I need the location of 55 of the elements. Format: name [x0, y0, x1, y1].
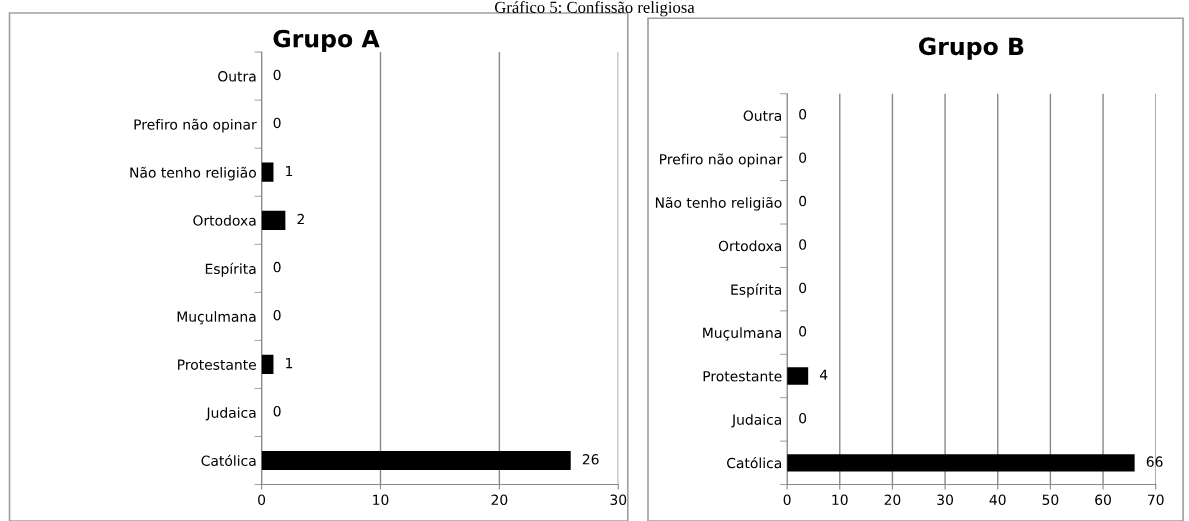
data-label: 0 [799, 412, 807, 424]
data-label: 0 [799, 109, 807, 120]
x-tick-label: 20 [491, 494, 508, 505]
data-label: 0 [273, 309, 281, 321]
bar [261, 450, 571, 471]
data-label: 0 [799, 326, 807, 337]
x-tick-label: 10 [832, 494, 848, 505]
y-tick-label: Judaica [731, 414, 781, 428]
y-tick-label: Espírita [205, 262, 256, 277]
data-label: 4 [819, 369, 828, 380]
y-tick-label: Ortodoxa [718, 240, 781, 252]
bar [261, 210, 286, 230]
data-label: 2 [297, 213, 304, 225]
x-tick-label: 10 [373, 494, 389, 505]
y-tick-label: Ortodoxa [193, 214, 256, 226]
bar [261, 354, 274, 375]
data-label: 0 [799, 152, 807, 163]
data-label: 0 [273, 261, 281, 273]
data-label: 26 [582, 454, 599, 465]
x-tick-label: 20 [884, 494, 901, 505]
data-label: 0 [799, 239, 807, 250]
data-label: 0 [273, 405, 281, 417]
data-label: 0 [273, 69, 281, 81]
y-tick-label: Prefiro não opinar [134, 118, 257, 133]
data-label: 1 [286, 165, 293, 177]
bar [261, 162, 274, 182]
data-label: 66 [1146, 456, 1163, 467]
y-tick-label: Protestante [703, 371, 782, 382]
chart-title: Grupo A [273, 29, 380, 53]
y-tick-label: Muçulmana [177, 311, 256, 325]
x-tick-label: 30 [610, 494, 627, 505]
x-tick-label: 30 [937, 494, 953, 505]
y-tick-label: Católica [201, 454, 256, 466]
chart-title: Grupo B [919, 37, 1024, 60]
y-tick-label: Não tenho religião [130, 166, 256, 181]
x-tick-label: 0 [258, 494, 266, 505]
x-tick-label: 60 [1095, 494, 1111, 505]
x-tick-label: 0 [783, 494, 791, 505]
y-tick-label: Não tenho religião [655, 196, 782, 211]
data-label: 0 [799, 195, 807, 207]
x-tick-label: 70 [1148, 494, 1164, 505]
data-label: 0 [799, 282, 807, 294]
text: Gráfico 5: Confissão religiosa [494, 1, 695, 17]
data-label: 0 [273, 117, 281, 129]
x-tick-label: 50 [1042, 494, 1059, 505]
y-tick-label: Prefiro não opinar [660, 153, 783, 168]
data-label: 1 [286, 358, 293, 369]
y-tick-label: Católica [727, 456, 781, 469]
y-tick-label: Protestante [178, 359, 256, 370]
y-tick-label: Espírita [731, 283, 781, 298]
y-tick-label: Outra [743, 110, 781, 121]
x-tick-label: 40 [989, 494, 1006, 505]
y-tick-label: Judaica [205, 407, 256, 421]
y-tick-label: Outra [218, 71, 256, 82]
y-tick-label: Muçulmana [703, 327, 781, 341]
